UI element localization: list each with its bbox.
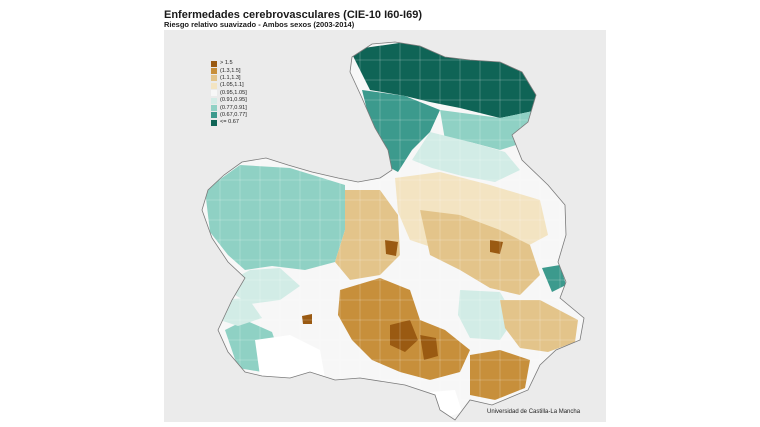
legend-swatch [211, 112, 217, 119]
legend-label: (0.77,0.91] [220, 104, 247, 111]
legend-item: (0.95,1.05] [211, 90, 247, 97]
region-south-white [255, 335, 325, 382]
legend-label: (0.91,0.95] [220, 97, 247, 104]
map-title: Enfermedades cerebrovasculares (CIE-10 I… [164, 9, 423, 21]
region-far-south-white [430, 390, 462, 418]
legend-swatch [211, 97, 217, 104]
municipal-boundaries [202, 42, 584, 420]
legend-label: <= 0.67 [220, 119, 239, 126]
legend-swatch [211, 75, 217, 82]
legend-label: (1.05,1.1] [220, 82, 244, 89]
legend-label: > 1.5 [220, 60, 233, 67]
map-legend: > 1.5 (1.3,1.5] (1.1,1.3] (1.05,1.1] (0.… [211, 60, 247, 127]
legend-item: (1.3,1.5] [211, 67, 247, 75]
legend-swatch [211, 68, 217, 75]
region-hotspot-3 [385, 240, 398, 256]
legend-swatch [211, 90, 217, 97]
region-hotspot-5 [302, 314, 312, 324]
region-hotspot-2 [420, 335, 438, 360]
legend-swatch [211, 105, 217, 112]
legend-swatch [211, 119, 217, 126]
legend-item: > 1.5 [211, 60, 247, 67]
legend-label: (1.1,1.3] [220, 74, 241, 81]
legend-label: (1.3,1.5] [220, 67, 241, 74]
region-north-pale [412, 132, 520, 182]
region-center-tan [335, 190, 400, 280]
legend-item: (1.05,1.1] [211, 82, 247, 89]
region-hotspot-4 [490, 240, 503, 254]
map-subtitle: Riesgo relativo suavizado - Ambos sexos … [164, 20, 355, 29]
legend-item: (0.67,0.77] [211, 112, 247, 119]
legend-item: (0.91,0.95] [211, 97, 247, 104]
legend-item: (1.1,1.3] [211, 75, 247, 82]
legend-item: <= 0.67 [211, 119, 247, 126]
legend-swatch [211, 60, 217, 67]
region-hotspot-1 [390, 320, 418, 352]
legend-item: (0.77,0.91] [211, 104, 247, 112]
legend-label: (0.67,0.77] [220, 111, 247, 118]
legend-swatch [211, 82, 217, 89]
map-regions [202, 42, 584, 420]
legend-label: (0.95,1.05] [220, 89, 247, 96]
region-south-east-tan [500, 300, 578, 352]
credit-text: Universidad de Castilla-La Mancha [487, 409, 581, 415]
